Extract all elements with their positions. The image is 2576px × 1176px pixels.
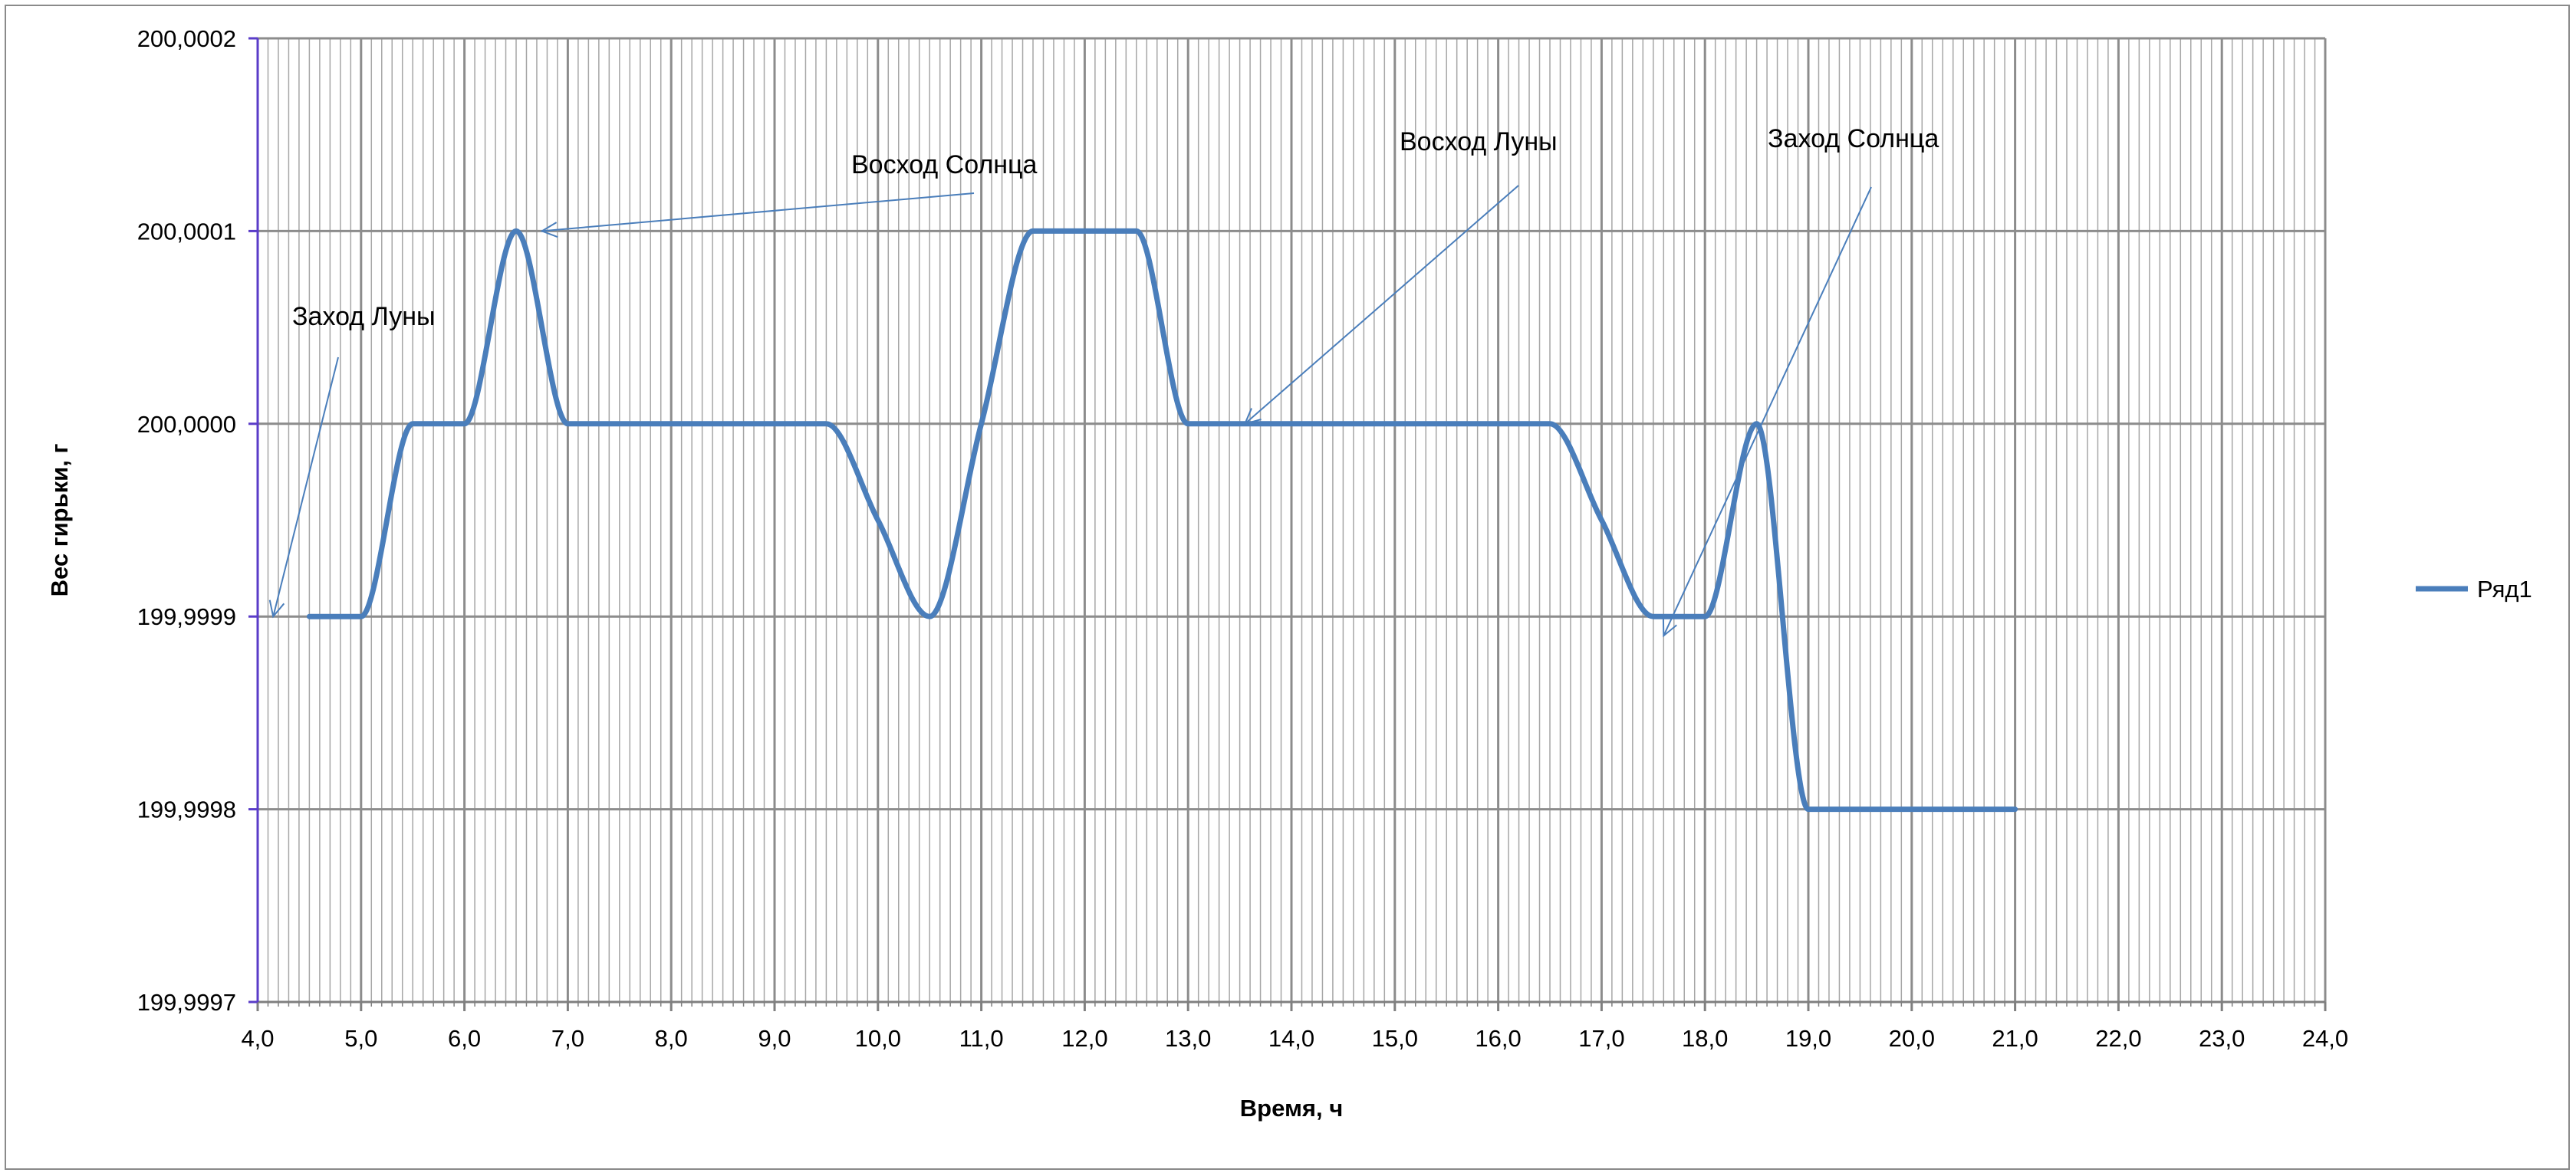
series-layer	[306, 228, 2018, 813]
x-tick-label: 8,0	[655, 1025, 688, 1052]
x-tick-label: 23,0	[2199, 1025, 2245, 1052]
y-tick-label: 200,0000	[137, 411, 236, 438]
y-tick-labels: 200,0002 200,0001 200,0000 199,9999 199,9998…	[137, 25, 236, 1016]
x-tick-label: 9,0	[758, 1025, 791, 1052]
legend-label-ryad1: Ряд1	[2477, 576, 2532, 603]
annotation-arrow-head	[1662, 619, 1677, 638]
x-tick-label: 24,0	[2302, 1025, 2348, 1052]
annotation-arrow-line	[1244, 185, 1519, 425]
x-tick-label: 10,0	[855, 1025, 901, 1052]
annotation-arrow-head	[268, 599, 285, 619]
annotation-label: Заход Луны	[292, 302, 435, 331]
minor-gridlines	[267, 38, 2316, 1002]
x-tick-label: 11,0	[959, 1025, 1004, 1052]
y-axis-title: Вес гирьки, г	[46, 444, 73, 597]
annotation-arrow-line	[541, 192, 975, 232]
x-tick-label: 20,0	[1889, 1025, 1935, 1052]
annotation-arrow-line	[272, 356, 339, 617]
x-tick-label: 5,0	[344, 1025, 377, 1052]
annotation-label: Заход Солнца	[1768, 124, 1939, 153]
legend: Ряд1	[2416, 576, 2532, 603]
annotation-arrow-line	[1663, 186, 1872, 636]
x-tick-labels: 4,0 5,0 6,0 7,0 8,0 9,0 10,0 11,0 12,0 13,0 14,0 15…	[241, 1025, 2348, 1052]
x-tick-label: 14,0	[1268, 1025, 1314, 1052]
annotation-label: Восход Солнца	[851, 150, 1037, 179]
chart-frame: 4,0 5,0 6,0 7,0 8,0 9,0 10,0 11,0 12,0 13,0 14,0 15…	[5, 5, 2570, 1170]
major-gridlines	[258, 37, 2327, 1002]
annotation-arrow-head	[540, 222, 558, 238]
y-tick-label: 199,9998	[137, 797, 236, 823]
y-tick-label: 200,0002	[137, 25, 236, 52]
x-tick-label: 19,0	[1785, 1025, 1831, 1052]
y-tick-label: 199,9999	[137, 603, 236, 630]
x-tick-label: 16,0	[1475, 1025, 1521, 1052]
annotation-arrow-head	[1243, 408, 1262, 425]
x-tick-label: 15,0	[1372, 1025, 1418, 1052]
line-chart: 4,0 5,0 6,0 7,0 8,0 9,0 10,0 11,0 12,0 13,0 14,0 15…	[46, 25, 2532, 1122]
y-tick-label: 200,0001	[137, 218, 236, 245]
x-tick-label: 4,0	[241, 1025, 274, 1052]
x-tick-label: 12,0	[1061, 1025, 1107, 1052]
x-tick-label: 7,0	[551, 1025, 584, 1052]
x-tick-label: 21,0	[1992, 1025, 2038, 1052]
annotation-label: Восход Луны	[1400, 127, 1558, 156]
x-tick-label: 18,0	[1682, 1025, 1728, 1052]
x-tick-label: 6,0	[448, 1025, 481, 1052]
annotations: Заход Луны Восход Солнца Восход Луны Заход …	[268, 124, 1939, 638]
x-axis-title: Время, ч	[1240, 1095, 1343, 1122]
y-tick-label: 199,9997	[137, 989, 236, 1016]
x-tick-label: 17,0	[1578, 1025, 1624, 1052]
x-tick-label: 22,0	[2095, 1025, 2141, 1052]
axes	[248, 37, 2327, 1011]
series-line-ryad1	[306, 228, 2018, 813]
x-tick-label: 13,0	[1165, 1025, 1211, 1052]
